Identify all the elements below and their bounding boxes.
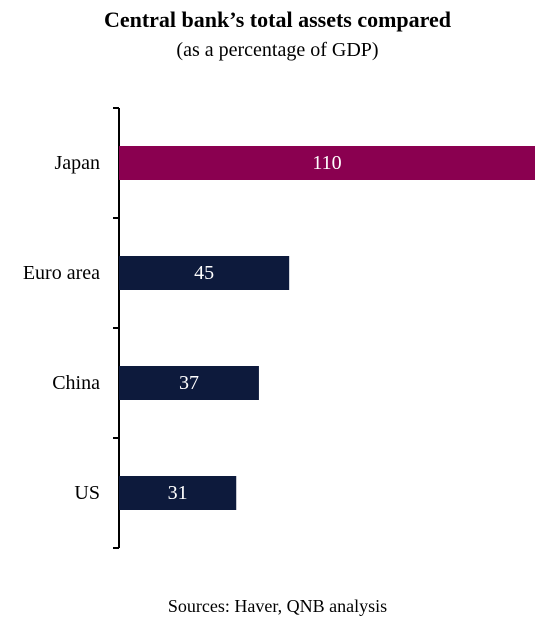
bar-euro-area (119, 256, 290, 290)
data-label: 110 (312, 152, 341, 174)
category-label: Japan (54, 152, 100, 174)
data-label: 45 (194, 262, 214, 284)
bar-china (119, 366, 259, 400)
bar-us (119, 476, 237, 510)
source-note: Sources: Haver, QNB analysis (167, 596, 388, 616)
chart-subtitle: (as a percentage of GDP) (176, 39, 379, 61)
category-label: US (74, 482, 100, 504)
bar-japan (119, 146, 535, 180)
category-label: China (52, 372, 100, 394)
chart-title: Central bank’s total assets compared (103, 7, 452, 32)
data-label: 31 (168, 482, 188, 504)
category-label: Euro area (23, 262, 100, 284)
data-label: 37 (179, 372, 199, 394)
